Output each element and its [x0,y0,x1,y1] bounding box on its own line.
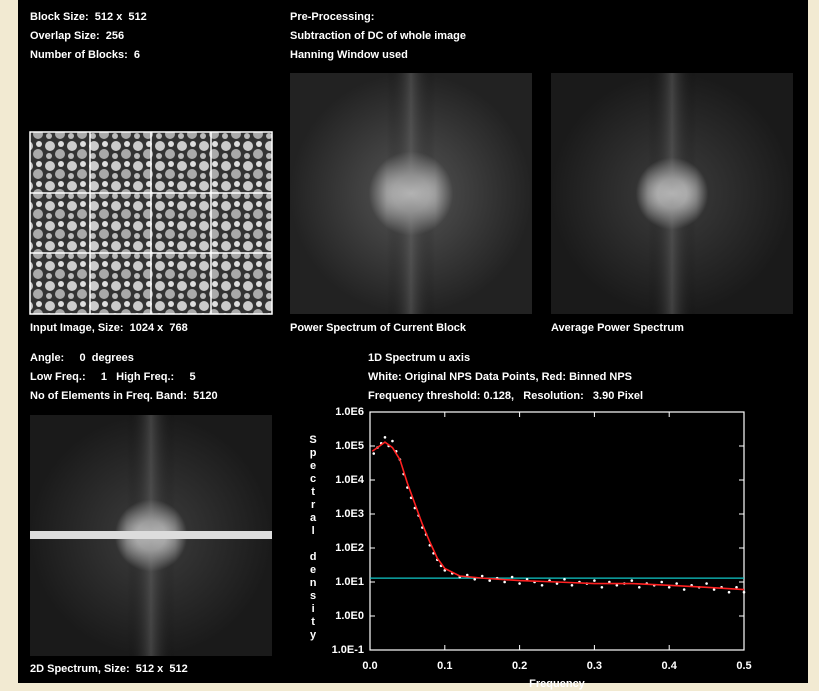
y-tick-label: 1.0E0 [335,610,364,622]
data-point [510,575,514,579]
panel-label: 2D Spectrum, Size: 512 x 512 [30,663,188,675]
info-text: Number of Blocks: 6 [30,49,140,61]
spectrum-2d-image [30,415,272,656]
data-point [383,436,387,439]
data-point [615,583,619,587]
data-point [525,578,529,581]
data-point [480,574,484,578]
y-tick-label: 1.0E2 [335,542,364,554]
info-text: Hanning Window used [290,49,408,61]
data-point [735,585,738,589]
data-point [675,582,678,585]
data-point [742,590,746,594]
data-point [712,588,716,591]
average-spectrum-image [551,73,793,314]
data-point [600,585,604,589]
info-text: Subtraction of DC of whole image [290,30,466,42]
y-tick-label: 1.0E-1 [332,644,364,656]
info-text: Overlap Size: 256 [30,30,124,42]
binned-line [371,441,745,591]
x-tick-label: 0.3 [587,660,602,672]
y-tick-label: 1.0E4 [335,474,365,486]
data-point [727,590,731,594]
data-point [540,583,544,587]
data-point [518,582,521,585]
x-tick-label: 0.2 [512,660,527,672]
current-spectrum-image [290,73,532,314]
data-point [667,585,671,589]
data-point [465,573,469,577]
data-point [608,580,611,584]
info-text: Low Freq.: 1 High Freq.: 5 [30,371,196,383]
input-image [29,131,273,315]
panel-label: Power Spectrum of Current Block [290,322,467,334]
data-point [570,583,574,587]
data-point [488,579,491,582]
data-point [682,588,686,591]
panel-label: Average Power Spectrum [551,322,684,334]
data-point [630,579,634,582]
panel-label: Input Image, Size: 1024 x 768 [30,322,188,334]
data-point [443,569,447,572]
info-text: Block Size: 512 x 512 [30,11,147,23]
data-point [391,439,394,443]
x-axis-label: Frequency [529,678,586,690]
x-tick-label: 0.0 [362,660,377,672]
data-point [593,579,596,582]
info-text: Pre-Processing: [290,11,374,23]
data-point [660,580,664,584]
info-text: No of Elements in Freq. Band: 5120 [30,390,218,402]
info-text: Frequency threshold: 0.128, Resolution: … [368,390,643,402]
y-tick-label: 1.0E3 [335,508,364,520]
info-text: White: Original NPS Data Points, Red: Bi… [368,371,632,383]
y-tick-label: 1.0E1 [335,576,364,588]
info-text: 1D Spectrum u axis [368,352,470,364]
y-tick-label: 1.0E6 [335,406,364,418]
data-point [503,580,506,584]
data-point [555,582,559,585]
data-point [473,578,477,581]
plot-frame [369,411,745,651]
data-point [372,452,376,455]
info-text: Angle: 0 degrees [30,352,134,364]
x-tick-label: 0.1 [437,660,452,672]
data-point [705,582,708,585]
data-point [563,578,566,581]
x-tick-label: 0.4 [662,660,678,672]
y-tick-label: 1.0E5 [335,440,364,452]
y-axis-label: Spectral density [307,434,319,642]
x-tick-label: 0.5 [736,660,751,672]
data-point [637,585,641,589]
